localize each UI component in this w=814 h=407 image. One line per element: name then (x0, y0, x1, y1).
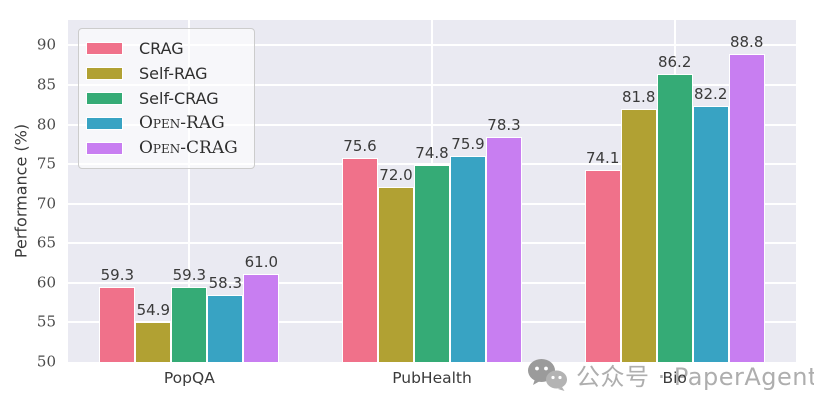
bar-value-label: 74.8 (415, 143, 449, 162)
bar-value-label: 72.0 (379, 165, 413, 184)
bar: 82.2 (692, 85, 729, 362)
bar-value-label: 86.2 (657, 53, 692, 72)
plot-area: 59.3 54.9 59.3 58.3 61.0 75.6 72.0 74.8 75.9 78.3… (68, 20, 796, 362)
legend: CRAG Self-RAG Self-CRAG Open-RAG Open-CRAG (78, 28, 255, 169)
bar: 86.2 (656, 53, 693, 362)
y-axis-tick-label: 50 (36, 352, 56, 371)
legend-label: CRAG (139, 38, 184, 58)
bar: 74.1 (584, 149, 621, 362)
bar: 54.9 (135, 301, 172, 362)
y-axis-title: Performance (%) (11, 123, 31, 259)
y-axis-tick-label: 80 (36, 115, 56, 133)
legend-item: Open-CRAG (86, 136, 244, 161)
bar: 75.9 (450, 135, 486, 362)
bar: 58.3 (207, 274, 244, 362)
legend-label: Open-RAG (139, 113, 225, 133)
legend-swatch (86, 42, 123, 55)
bar-value-label: 81.8 (621, 88, 656, 107)
gridline-vertical (188, 20, 191, 362)
x-axis-tick-label: PubHealth (392, 369, 472, 387)
y-axis-tick-label: 90 (36, 35, 56, 54)
bar-value-label: 88.8 (729, 32, 764, 51)
watermark: 公众号 · PaperAgent (527, 357, 814, 392)
bar-value-label: 59.3 (172, 266, 207, 285)
y-axis-tick-label: 60 (36, 273, 56, 292)
legend-item: Open-RAG (86, 111, 244, 136)
y-axis-tick-label: 75 (36, 154, 56, 173)
bar-value-label: 78.3 (487, 115, 521, 134)
bar: 75.6 (342, 137, 378, 362)
bar-group: 74.1 81.8 86.2 82.2 88.8 (553, 20, 796, 362)
bar-value-label: 75.6 (343, 137, 377, 156)
legend-item: Self-RAG (86, 61, 244, 86)
legend-swatch (86, 117, 123, 130)
bar-groups: 59.3 54.9 59.3 58.3 61.0 75.6 72.0 74.8 75.9 78.3… (68, 20, 796, 362)
bar-value-label: 61.0 (244, 252, 279, 271)
watermark-text: 公众号 · PaperAgent (576, 363, 814, 391)
bar: 81.8 (620, 88, 657, 362)
bar: 74.8 (414, 144, 450, 362)
legend-label: Open-CRAG (139, 138, 238, 158)
legend-swatch (86, 142, 123, 155)
x-axis-tick-label: Bio (662, 369, 687, 387)
legend-label: Self-RAG (139, 63, 208, 83)
legend-label: Self-CRAG (139, 88, 219, 108)
legend-item: CRAG (86, 36, 244, 61)
bar: 61.0 (243, 253, 280, 362)
y-axis: 50 55 60 65 70 75 80 85 90 (0, 20, 62, 369)
legend-item: Self-CRAG (86, 86, 244, 111)
y-axis-tick-label: 85 (36, 75, 56, 94)
legend-swatch (86, 67, 123, 80)
y-axis-tick-label: 55 (36, 312, 56, 331)
legend-swatch (86, 92, 123, 105)
bar-value-label: 59.3 (100, 266, 135, 285)
x-axis-tick-label: PopQA (163, 369, 215, 387)
bar-value-label: 54.9 (136, 301, 171, 320)
bar: 78.3 (486, 116, 522, 362)
y-axis-tick-label: 65 (36, 233, 56, 252)
bar-value-label: 58.3 (208, 274, 243, 293)
bar: 88.8 (728, 33, 765, 362)
x-axis-labels: PopQA PubHealth Bio (68, 369, 796, 387)
bar: 59.3 (171, 266, 208, 362)
bar-value-label: 75.9 (451, 134, 485, 153)
wechat-icon (528, 359, 567, 391)
bar-value-label: 82.2 (693, 85, 728, 104)
bar: 72.0 (378, 166, 414, 362)
bar-value-label: 74.1 (585, 149, 620, 168)
bar-group: 59.3 54.9 59.3 58.3 61.0 (68, 20, 311, 362)
bar: 59.3 (99, 266, 136, 362)
y-axis-tick-label: 70 (36, 194, 56, 213)
bar-group: 75.6 72.0 74.8 75.9 78.3 (311, 20, 554, 362)
